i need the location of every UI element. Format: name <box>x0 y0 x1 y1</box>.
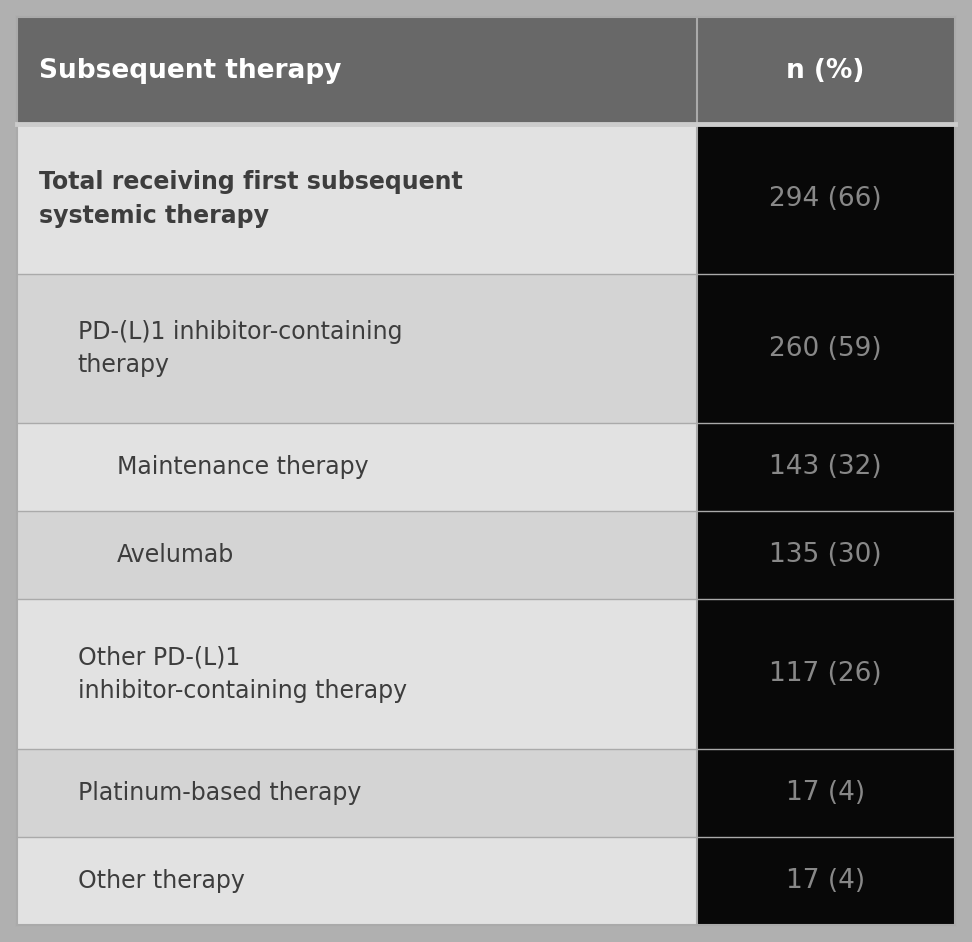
Bar <box>17 512 697 599</box>
Text: Subsequent therapy: Subsequent therapy <box>39 57 341 84</box>
Bar <box>697 599 955 749</box>
Bar <box>17 423 697 512</box>
Bar <box>17 274 697 423</box>
Bar <box>17 599 697 749</box>
Bar <box>17 124 697 274</box>
Text: Avelumab: Avelumab <box>117 544 234 567</box>
Text: 17 (4): 17 (4) <box>786 868 865 894</box>
Text: Other PD-(L)1
inhibitor-containing therapy: Other PD-(L)1 inhibitor-containing thera… <box>78 645 407 703</box>
Text: Other therapy: Other therapy <box>78 869 245 893</box>
Text: 117 (26): 117 (26) <box>770 661 882 688</box>
Text: 135 (30): 135 (30) <box>770 543 882 568</box>
Bar <box>697 274 955 423</box>
Text: 143 (32): 143 (32) <box>770 454 882 480</box>
Bar <box>17 837 697 925</box>
Text: 294 (66): 294 (66) <box>770 186 882 212</box>
Text: 17 (4): 17 (4) <box>786 780 865 806</box>
Text: PD-(L)1 inhibitor-containing
therapy: PD-(L)1 inhibitor-containing therapy <box>78 319 402 378</box>
Bar <box>17 17 955 124</box>
Bar <box>17 749 697 837</box>
Text: Platinum-based therapy: Platinum-based therapy <box>78 781 362 805</box>
Bar <box>697 423 955 512</box>
Text: 260 (59): 260 (59) <box>770 335 882 362</box>
Bar <box>697 512 955 599</box>
Bar <box>697 124 955 274</box>
Text: n (%): n (%) <box>786 57 865 84</box>
Text: Maintenance therapy: Maintenance therapy <box>117 455 368 479</box>
Text: Total receiving first subsequent
systemic therapy: Total receiving first subsequent systemi… <box>39 171 463 228</box>
Bar <box>697 837 955 925</box>
Bar <box>697 749 955 837</box>
